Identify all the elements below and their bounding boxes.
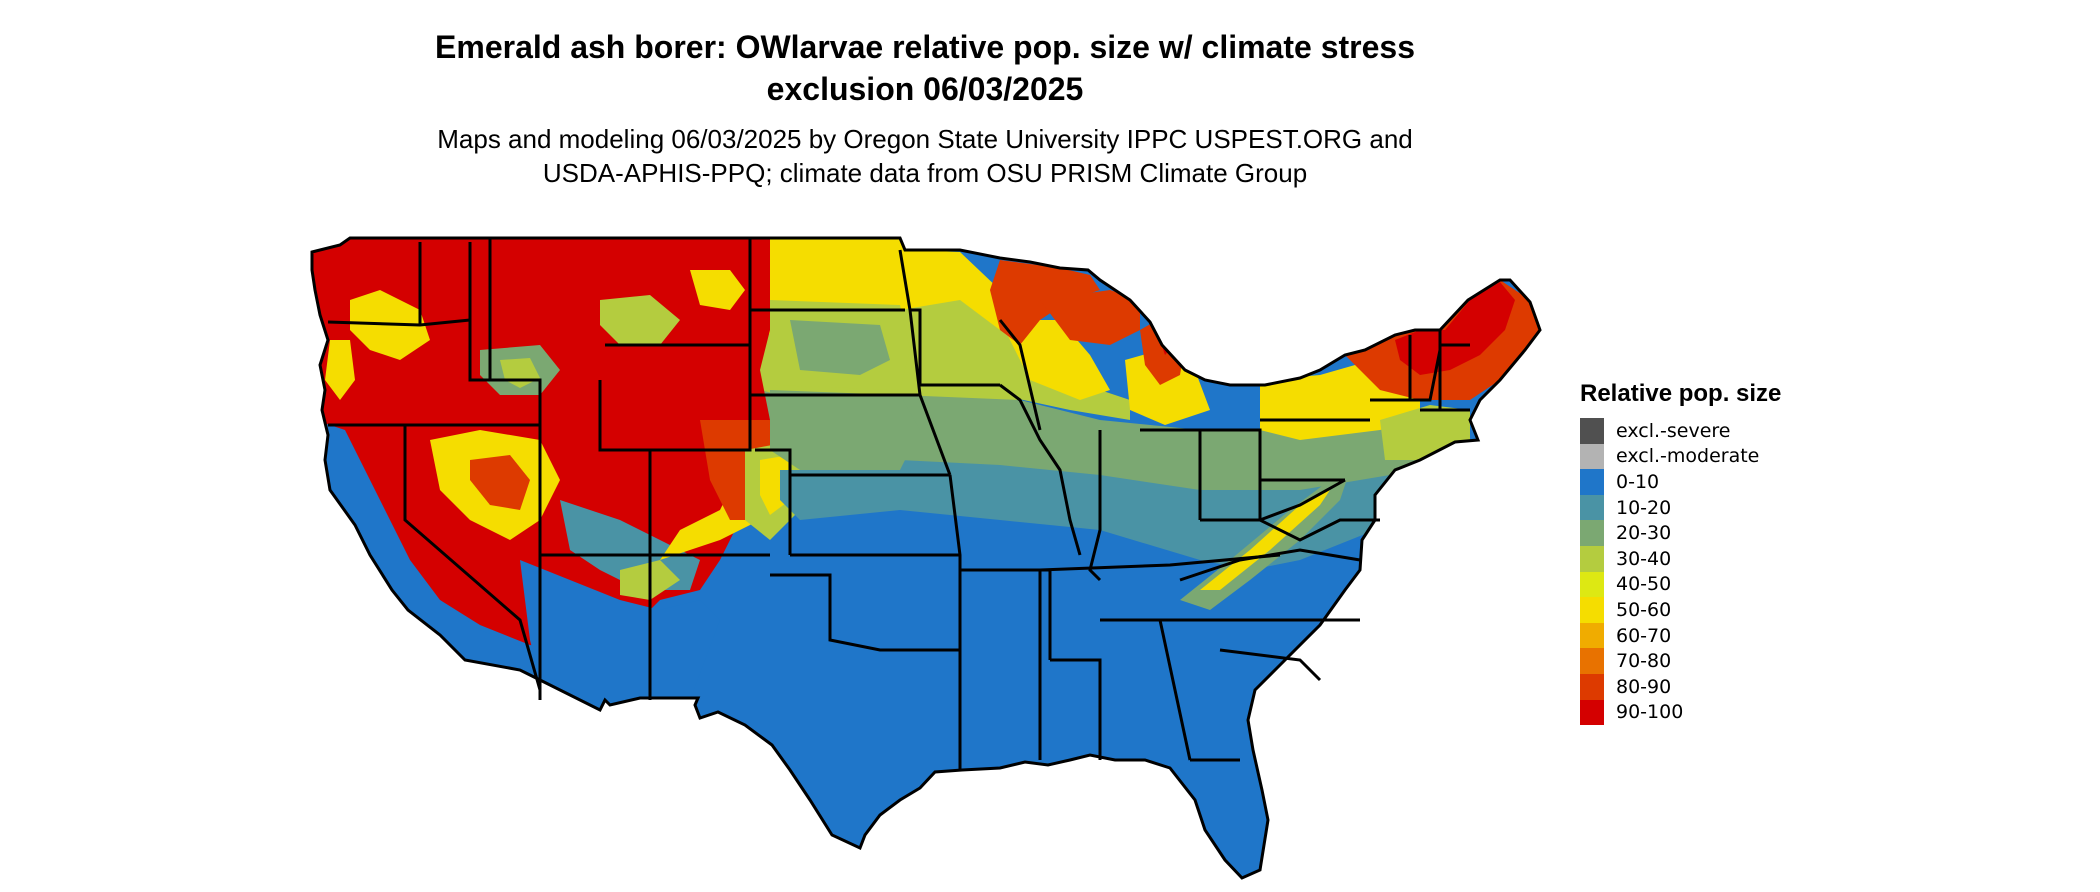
title-line-2: exclusion 06/03/2025 [766,71,1084,107]
legend-swatch [1580,469,1604,495]
legend-item: 30-40 [1580,545,1781,572]
legend-label: 50-60 [1616,598,1672,621]
legend-swatch [1580,571,1604,598]
legend-label: 90-100 [1616,701,1684,724]
legend-item: 40-50 [1580,571,1781,598]
legend-swatch [1580,520,1604,546]
legend-label: 70-80 [1616,650,1672,673]
legend-swatch [1580,443,1604,470]
legend-item: excl.-severe [1580,418,1781,444]
state-borders [310,236,1542,880]
map-subtitle: Maps and modeling 06/03/2025 by Oregon S… [0,122,1850,190]
legend-label: excl.-moderate [1616,445,1760,468]
legend-item: 70-80 [1580,648,1781,674]
legend-items: excl.-severe excl.-moderate 0-10 10-20 20-30… [1580,418,1781,726]
legend-swatch [1580,494,1604,521]
legend: Relative pop. size excl.-severe excl.-mod… [1580,380,1782,726]
legend-label: 10-20 [1616,496,1672,519]
us-population-map [310,236,1542,880]
legend-label: 80-90 [1616,675,1672,698]
legend-item: 80-90 [1580,673,1781,700]
title-line-1: Emerald ash borer: OWlarvae relative pop… [435,29,1415,65]
legend-label: 20-30 [1616,522,1672,545]
subtitle-line-1: Maps and modeling 06/03/2025 by Oregon S… [437,124,1413,154]
legend-swatch [1580,699,1604,726]
legend-label: excl.-severe [1616,419,1731,442]
legend-swatch [1580,545,1604,572]
legend-swatch [1580,648,1604,674]
legend-item: 60-70 [1580,622,1781,649]
legend-label: 30-40 [1616,547,1672,570]
legend-item: 50-60 [1580,597,1781,623]
legend-item: 20-30 [1580,520,1781,546]
legend-label: 0-10 [1616,470,1660,493]
legend-title: Relative pop. size [1580,380,1782,407]
subtitle-line-2: USDA-APHIS-PPQ; climate data from OSU PR… [542,158,1308,188]
legend-item: 90-100 [1580,699,1781,726]
legend-swatch [1580,622,1604,649]
legend-item: 10-20 [1580,494,1781,521]
legend-swatch [1580,418,1604,444]
legend-item: 0-10 [1580,469,1781,495]
legend-swatch [1580,597,1604,623]
legend-item: excl.-moderate [1580,443,1781,470]
legend-label: 60-70 [1616,624,1672,647]
legend-label: 40-50 [1616,573,1672,596]
legend-swatch [1580,673,1604,700]
map-title: Emerald ash borer: OWlarvae relative pop… [0,26,1850,110]
